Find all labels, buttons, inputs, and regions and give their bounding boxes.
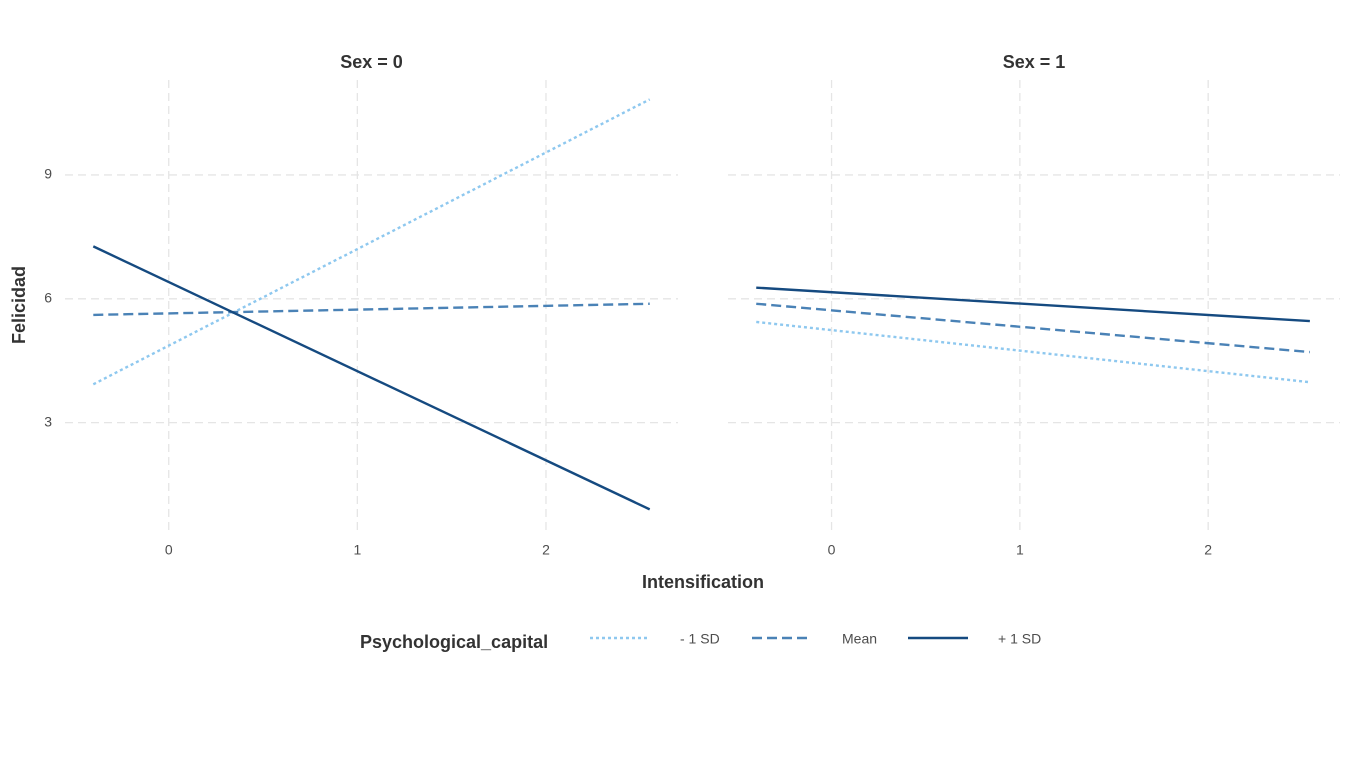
y-axis-title: Felicidad <box>9 266 29 344</box>
x-tick-label: 2 <box>1204 542 1212 558</box>
x-tick-label: 0 <box>828 542 836 558</box>
series-line <box>756 286 1310 323</box>
panel-title: Sex = 1 <box>1003 52 1066 72</box>
legend-label: Mean <box>842 631 877 647</box>
series-line <box>756 320 1311 384</box>
y-tick-label: 3 <box>44 413 52 429</box>
y-tick-label: 9 <box>44 166 52 182</box>
legend-title: Psychological_capital <box>360 632 548 652</box>
x-tick-label: 0 <box>165 542 173 558</box>
series-line <box>93 302 650 317</box>
x-tick-label: 1 <box>1016 542 1024 558</box>
x-axis-title: Intensification <box>642 572 764 592</box>
panel-title: Sex = 0 <box>340 52 403 72</box>
legend-label: - 1 SD <box>680 631 720 647</box>
series-line <box>92 98 651 386</box>
legend-label: + 1 SD <box>998 631 1041 647</box>
x-tick-label: 1 <box>353 542 361 558</box>
series-line <box>92 245 651 511</box>
x-tick-label: 2 <box>542 542 550 558</box>
y-tick-label: 6 <box>44 290 52 306</box>
series-line <box>756 302 1310 354</box>
